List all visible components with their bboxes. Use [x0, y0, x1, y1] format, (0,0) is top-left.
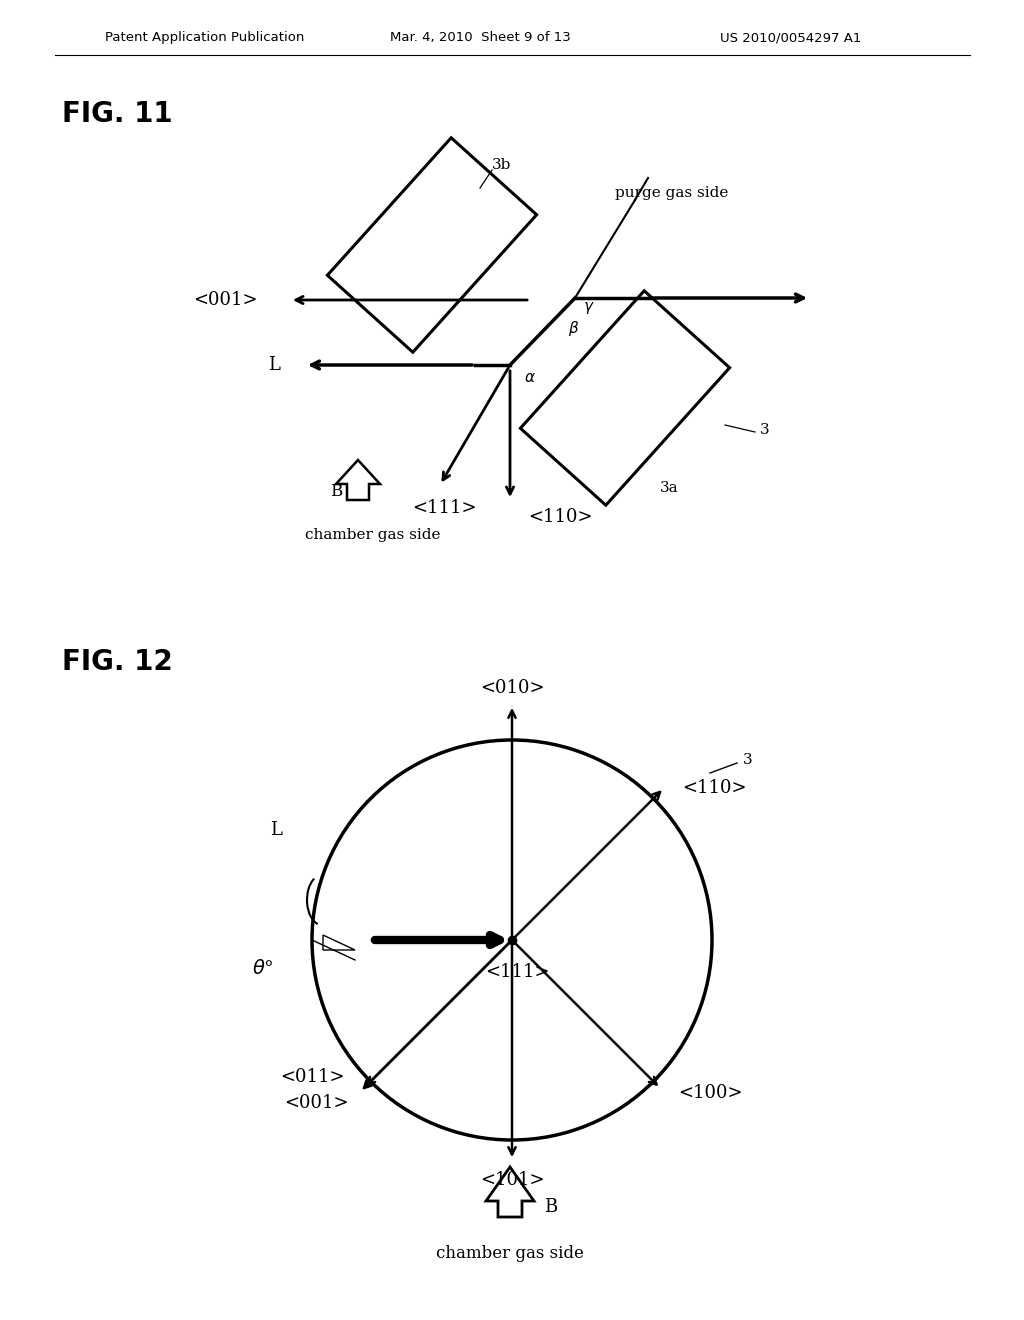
Text: 3: 3: [760, 422, 770, 437]
Text: <001>: <001>: [194, 290, 258, 309]
Text: $\alpha$: $\alpha$: [524, 371, 536, 385]
Text: $\theta$°: $\theta$°: [252, 958, 273, 978]
Text: chamber gas side: chamber gas side: [436, 1245, 584, 1262]
Text: <101>: <101>: [480, 1171, 544, 1189]
Text: Patent Application Publication: Patent Application Publication: [105, 32, 304, 45]
Text: <110>: <110>: [528, 508, 593, 525]
Text: <111>: <111>: [484, 964, 549, 981]
Text: chamber gas side: chamber gas side: [305, 528, 440, 543]
Text: $\beta$: $\beta$: [568, 318, 580, 338]
Text: 3b: 3b: [492, 158, 511, 172]
Text: <010>: <010>: [480, 678, 544, 697]
Text: purge gas side: purge gas side: [615, 186, 728, 201]
Text: L: L: [270, 821, 282, 840]
Text: FIG. 11: FIG. 11: [62, 100, 173, 128]
Text: <100>: <100>: [679, 1085, 743, 1102]
Text: $\gamma$: $\gamma$: [583, 300, 595, 315]
Text: 3a: 3a: [660, 480, 679, 495]
Text: US 2010/0054297 A1: US 2010/0054297 A1: [720, 32, 861, 45]
Text: L: L: [268, 356, 280, 374]
Text: B: B: [330, 483, 342, 500]
Polygon shape: [486, 1167, 534, 1217]
Text: <111>: <111>: [412, 499, 476, 517]
Text: Mar. 4, 2010  Sheet 9 of 13: Mar. 4, 2010 Sheet 9 of 13: [390, 32, 570, 45]
Text: B: B: [544, 1199, 557, 1216]
Text: <001>: <001>: [284, 1094, 348, 1113]
Text: FIG. 12: FIG. 12: [62, 648, 173, 676]
Text: 3: 3: [743, 752, 753, 767]
Text: <011>: <011>: [281, 1068, 345, 1086]
Text: <110>: <110>: [682, 779, 746, 797]
Polygon shape: [336, 459, 380, 500]
